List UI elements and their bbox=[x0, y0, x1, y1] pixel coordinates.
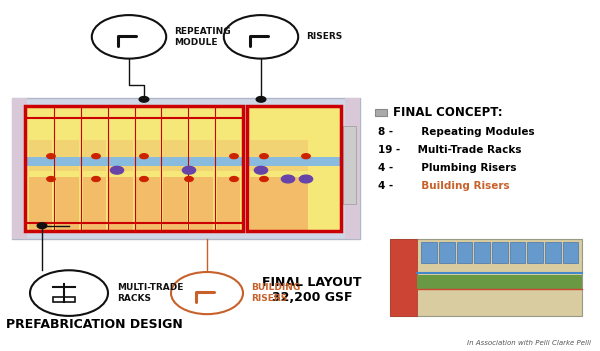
FancyBboxPatch shape bbox=[163, 140, 187, 171]
Text: Building Risers: Building Risers bbox=[414, 181, 509, 191]
Text: 19 -: 19 - bbox=[378, 145, 400, 155]
FancyBboxPatch shape bbox=[343, 126, 356, 204]
Circle shape bbox=[47, 177, 55, 181]
FancyBboxPatch shape bbox=[163, 177, 187, 230]
FancyBboxPatch shape bbox=[421, 242, 437, 263]
Text: MULTI-TRADE
RACKS: MULTI-TRADE RACKS bbox=[117, 283, 184, 303]
FancyBboxPatch shape bbox=[217, 177, 241, 230]
Text: Repeating Modules: Repeating Modules bbox=[414, 127, 535, 137]
FancyBboxPatch shape bbox=[136, 177, 160, 230]
FancyBboxPatch shape bbox=[527, 242, 543, 263]
Circle shape bbox=[302, 154, 310, 159]
Text: 8 -: 8 - bbox=[378, 127, 393, 137]
Text: RISERS: RISERS bbox=[306, 32, 342, 41]
FancyBboxPatch shape bbox=[83, 177, 106, 230]
Circle shape bbox=[110, 166, 124, 174]
FancyBboxPatch shape bbox=[492, 242, 508, 263]
Text: REPEATING
MODULE: REPEATING MODULE bbox=[174, 27, 230, 47]
Circle shape bbox=[30, 270, 108, 316]
FancyBboxPatch shape bbox=[217, 140, 241, 171]
Circle shape bbox=[37, 223, 47, 229]
Circle shape bbox=[230, 177, 238, 181]
FancyBboxPatch shape bbox=[29, 177, 52, 230]
Circle shape bbox=[224, 15, 298, 59]
FancyBboxPatch shape bbox=[248, 157, 340, 166]
FancyBboxPatch shape bbox=[375, 109, 387, 116]
Circle shape bbox=[171, 272, 243, 314]
Text: BUILDING
RISERS: BUILDING RISERS bbox=[251, 283, 300, 303]
Circle shape bbox=[230, 154, 238, 159]
Text: PREFABRICATION DESIGN: PREFABRICATION DESIGN bbox=[6, 318, 183, 331]
FancyBboxPatch shape bbox=[250, 140, 308, 171]
FancyBboxPatch shape bbox=[109, 177, 133, 230]
Circle shape bbox=[92, 154, 100, 159]
Circle shape bbox=[140, 177, 148, 181]
FancyBboxPatch shape bbox=[29, 140, 52, 171]
FancyBboxPatch shape bbox=[27, 157, 242, 166]
Text: 4 -: 4 - bbox=[378, 163, 393, 173]
FancyBboxPatch shape bbox=[56, 177, 79, 230]
FancyBboxPatch shape bbox=[457, 242, 472, 263]
FancyBboxPatch shape bbox=[390, 239, 417, 316]
FancyBboxPatch shape bbox=[109, 140, 133, 171]
Text: Plumbing Risers: Plumbing Risers bbox=[414, 163, 517, 173]
Text: In Association with Pelli Clarke Pelli: In Association with Pelli Clarke Pelli bbox=[467, 340, 591, 346]
FancyBboxPatch shape bbox=[248, 107, 340, 230]
Circle shape bbox=[299, 175, 313, 183]
FancyBboxPatch shape bbox=[439, 242, 455, 263]
FancyBboxPatch shape bbox=[250, 177, 308, 230]
Circle shape bbox=[182, 166, 196, 174]
Circle shape bbox=[140, 154, 148, 159]
Text: 4 -: 4 - bbox=[378, 181, 393, 191]
FancyBboxPatch shape bbox=[12, 98, 27, 239]
FancyBboxPatch shape bbox=[509, 242, 526, 263]
FancyBboxPatch shape bbox=[83, 140, 106, 171]
FancyBboxPatch shape bbox=[190, 177, 214, 230]
FancyBboxPatch shape bbox=[417, 275, 582, 289]
FancyBboxPatch shape bbox=[474, 242, 490, 263]
Circle shape bbox=[260, 177, 268, 181]
Circle shape bbox=[256, 97, 266, 102]
Text: Multi-Trade Racks: Multi-Trade Racks bbox=[414, 145, 521, 155]
FancyBboxPatch shape bbox=[190, 140, 214, 171]
Circle shape bbox=[92, 15, 166, 59]
Circle shape bbox=[185, 177, 193, 181]
Text: FINAL CONCEPT:: FINAL CONCEPT: bbox=[393, 106, 503, 119]
FancyBboxPatch shape bbox=[12, 98, 360, 239]
Circle shape bbox=[254, 166, 268, 174]
Circle shape bbox=[139, 97, 149, 102]
Circle shape bbox=[47, 154, 55, 159]
Circle shape bbox=[281, 175, 295, 183]
FancyBboxPatch shape bbox=[545, 242, 561, 263]
FancyBboxPatch shape bbox=[390, 239, 582, 316]
FancyBboxPatch shape bbox=[563, 242, 578, 263]
FancyBboxPatch shape bbox=[345, 98, 360, 239]
FancyBboxPatch shape bbox=[27, 107, 242, 230]
FancyBboxPatch shape bbox=[136, 140, 160, 171]
Text: FINAL LAYOUT
32,200 GSF: FINAL LAYOUT 32,200 GSF bbox=[262, 276, 362, 304]
FancyBboxPatch shape bbox=[56, 140, 79, 171]
Circle shape bbox=[92, 177, 100, 181]
Circle shape bbox=[260, 154, 268, 159]
